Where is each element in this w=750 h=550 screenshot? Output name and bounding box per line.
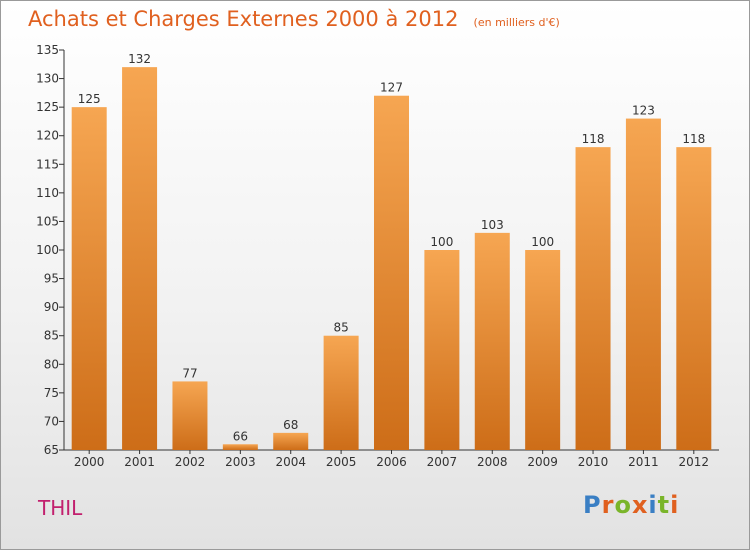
logo-letter: r <box>601 491 615 519</box>
data-label: 77 <box>182 366 197 380</box>
bar <box>374 95 409 450</box>
y-tick-label: 80 <box>44 357 59 371</box>
y-tick-label: 135 <box>36 43 59 57</box>
data-label: 103 <box>481 218 504 232</box>
data-label: 127 <box>380 81 403 95</box>
logo-letter: i <box>670 491 680 519</box>
x-tick-label: 2010 <box>578 455 609 469</box>
data-label: 68 <box>283 418 298 432</box>
y-tick-label: 120 <box>36 129 59 143</box>
x-tick-label: 2005 <box>326 455 357 469</box>
x-tick-label: 2003 <box>225 455 256 469</box>
y-tick-label: 90 <box>44 300 59 314</box>
x-tick-label: 2008 <box>477 455 508 469</box>
y-tick-label: 75 <box>44 386 59 400</box>
commune-name: THIL <box>38 496 83 520</box>
bars <box>71 67 712 451</box>
proxiti-logo[interactable]: Proxiti <box>583 491 679 519</box>
chart-title: Achats et Charges Externes 2000 à 2012 <box>28 7 459 31</box>
data-labels: 125 132 77 66 68 85 127 100 103 100 118 123 118 <box>78 52 706 443</box>
bar <box>625 118 661 451</box>
data-label: 100 <box>531 235 554 249</box>
logo-letter: o <box>614 491 632 519</box>
data-label: 66 <box>233 429 248 443</box>
data-label: 132 <box>128 52 151 66</box>
x-tick-label: 2002 <box>175 455 206 469</box>
data-label: 123 <box>632 104 655 118</box>
y-tick-label: 100 <box>36 243 59 257</box>
y-tick-label: 130 <box>36 72 59 86</box>
logo-letter: x <box>631 491 649 519</box>
bar <box>525 250 561 450</box>
bar <box>424 250 460 450</box>
x-tick-label: 2001 <box>124 455 155 469</box>
bar <box>222 444 258 450</box>
title-row: Achats et Charges Externes 2000 à 2012 (… <box>28 7 560 31</box>
y-tick-label: 95 <box>44 272 59 286</box>
logo-letter: P <box>583 491 602 519</box>
data-label: 100 <box>430 235 453 249</box>
y-tick-label: 110 <box>36 186 59 200</box>
y-tick-label: 70 <box>44 414 59 428</box>
bar <box>172 381 208 450</box>
data-label: 125 <box>78 92 101 106</box>
bar <box>474 232 510 450</box>
bar <box>676 147 712 450</box>
y-tick-label: 65 <box>44 443 59 457</box>
bar <box>323 335 359 450</box>
y-tick-label: 105 <box>36 214 59 228</box>
logo-letter: t <box>657 491 671 519</box>
logo-letter: i <box>648 491 658 519</box>
y-tick-label: 115 <box>36 157 59 171</box>
data-label: 118 <box>682 132 705 146</box>
chart-subtitle: (en milliers d'€) <box>473 16 560 29</box>
data-label: 118 <box>582 132 605 146</box>
bar <box>273 432 309 450</box>
x-tick-label: 2007 <box>427 455 458 469</box>
bar <box>122 67 158 451</box>
x-tick-label: 2009 <box>527 455 558 469</box>
y-tick-label: 125 <box>36 100 59 114</box>
bar <box>71 107 107 451</box>
x-tick-label: 2000 <box>74 455 105 469</box>
x-tick-label: 2004 <box>275 455 306 469</box>
x-tick-label: 2006 <box>376 455 407 469</box>
y-tick-label: 85 <box>44 329 59 343</box>
x-tick-label: 2011 <box>628 455 659 469</box>
data-label: 85 <box>333 321 348 335</box>
bar <box>575 147 611 450</box>
x-tick-label: 2012 <box>679 455 710 469</box>
